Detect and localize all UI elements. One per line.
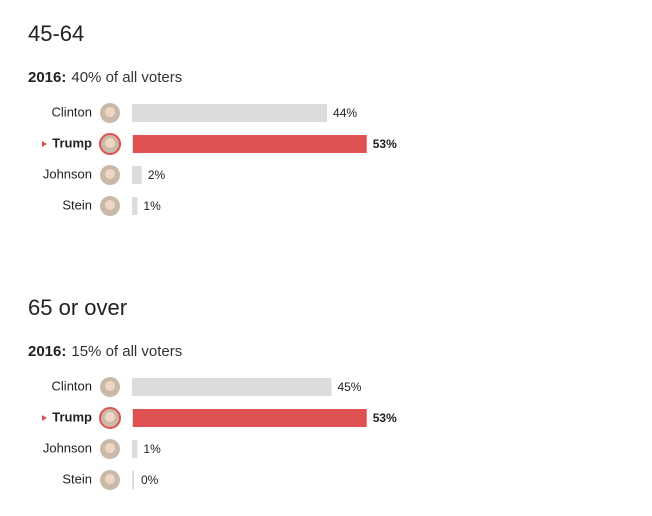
subtitle-label: 2016: — [28, 343, 66, 360]
value-label: 45% — [337, 380, 361, 394]
winner-marker — [42, 415, 47, 421]
avatar-face — [105, 412, 115, 422]
winner-marker — [42, 141, 47, 147]
candidate-name: Johnson — [43, 166, 92, 181]
subtitle-label: 2016: — [28, 69, 66, 86]
avatar-face — [105, 169, 115, 179]
avatar-face — [105, 381, 115, 391]
value-label: 53% — [373, 137, 397, 151]
value-label: 0% — [141, 473, 159, 487]
value-label: 2% — [148, 168, 166, 182]
avatar-face — [105, 443, 115, 453]
subtitle: 2016: 15% of all voters — [28, 343, 182, 360]
bar — [133, 440, 138, 458]
chart-title: 65 or over — [28, 295, 127, 320]
value-label: 44% — [333, 106, 357, 120]
avatar-face — [105, 107, 115, 117]
candidate-name: Trump — [52, 409, 92, 424]
candidate-name: Clinton — [52, 378, 92, 393]
subtitle-text: 15% of all voters — [71, 343, 182, 360]
subtitle: 2016: 40% of all voters — [28, 69, 182, 86]
candidate-name: Stein — [62, 471, 92, 486]
value-label: 53% — [373, 411, 397, 425]
value-label: 1% — [143, 199, 161, 213]
avatar-face — [105, 138, 115, 148]
bar — [133, 135, 367, 153]
avatar-face — [105, 200, 115, 210]
candidate-name: Trump — [52, 135, 92, 150]
bar — [133, 166, 142, 184]
value-label: 1% — [143, 442, 161, 456]
candidate-name: Stein — [62, 197, 92, 212]
subtitle-text: 40% of all voters — [71, 69, 182, 86]
candidate-name: Clinton — [52, 104, 92, 119]
bar — [133, 378, 332, 396]
bar — [133, 197, 138, 215]
chart-title: 45-64 — [28, 21, 84, 46]
avatar-face — [105, 474, 115, 484]
candidate-name: Johnson — [43, 440, 92, 455]
bar — [133, 104, 328, 122]
bar — [133, 409, 367, 427]
